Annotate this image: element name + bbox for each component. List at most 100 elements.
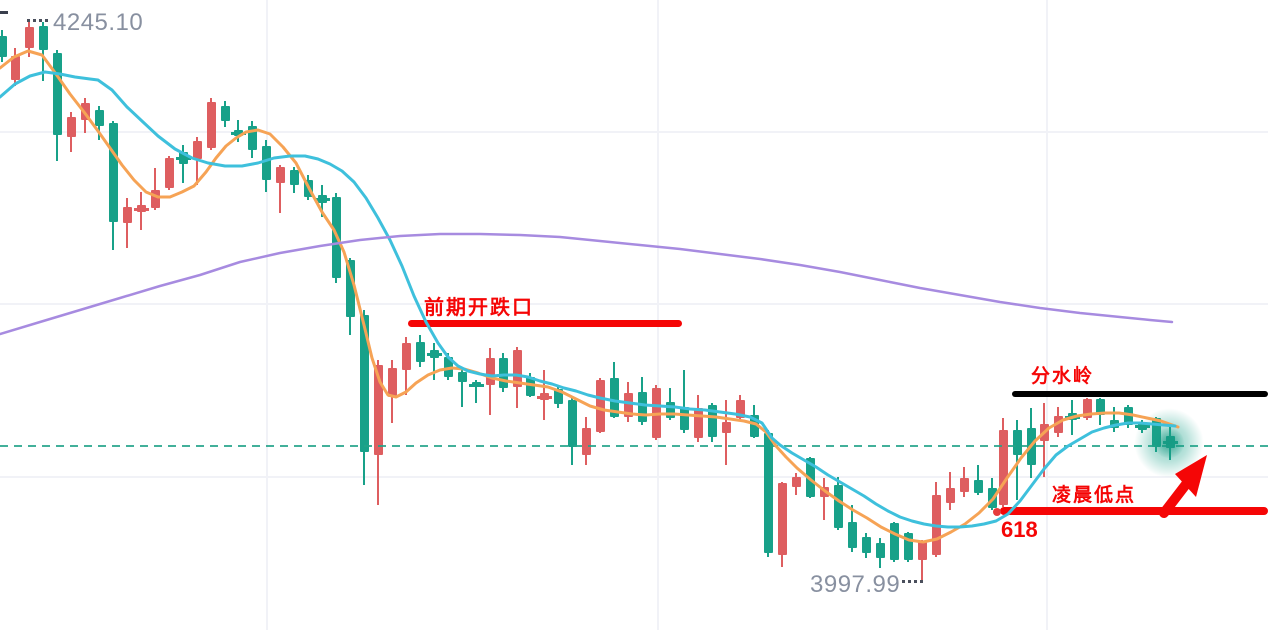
candle-body [750,415,759,437]
low-dotted-leader [902,580,923,583]
candle-wick [683,370,685,433]
candle-body [123,207,132,223]
candle-body [193,141,202,159]
candle-body [764,433,773,553]
candle-body [499,358,508,388]
candle-body [974,480,983,493]
candle-body [248,126,257,150]
candle-body [53,53,62,135]
candle-body [596,380,605,432]
candle-wick [279,165,281,213]
vertical-gridline [1046,0,1048,630]
candle-wick [475,380,477,403]
candle-body [568,400,577,447]
candle-body [1124,407,1133,425]
candle-body [890,523,899,560]
doji-arms [176,157,191,160]
candle-body [708,405,717,437]
candle-body [610,378,619,417]
gap-annotation-label: 前期开跌口 [424,297,534,319]
candle-body [151,190,160,208]
candle-wick [1016,420,1018,500]
candle-body [416,342,425,362]
candle-body [11,56,20,80]
doji-arms [315,198,330,201]
candle-body [834,485,843,528]
candle-body [526,377,535,396]
doji-arms [231,132,246,135]
candle-body [276,167,285,183]
candle-body [388,368,397,397]
candle-wick [433,343,435,380]
signal-dot [993,508,1001,516]
candle-body [624,393,633,417]
candle-body [67,117,76,137]
candle-body [680,407,689,430]
candle-body [666,402,675,418]
doji-arms [537,396,552,399]
candle-body [360,315,369,452]
candle-body [1013,430,1022,455]
candle-body [486,358,495,385]
candle-body [722,422,731,433]
candle-body [1083,399,1092,418]
candle-body [778,483,787,555]
candle-body [736,400,745,418]
doji-arms [469,384,484,387]
vertical-gridline [266,0,268,630]
candle-body [165,158,174,188]
candle-body [694,408,703,438]
candle-body [207,102,216,148]
candle-body [109,123,118,222]
doji-arms [134,208,149,211]
candle-body [806,458,815,497]
candle-body [946,488,955,503]
high-dotted-leader [27,19,50,22]
dawn-low-annotation-label: 凌晨低点 [1052,485,1137,506]
candle-body [960,478,969,492]
candle-body [346,260,355,317]
candle-body [638,392,647,422]
ma-fast-line [0,49,1180,544]
candle-body [0,36,7,57]
candle-body [374,365,383,455]
candle-body [1096,399,1105,415]
candle-body [221,106,230,121]
candle-body [290,170,299,185]
high-price-label: 4245.10 [53,9,144,36]
highlight-glow-core [1154,428,1184,458]
current-price-dashed-line [0,445,1268,447]
candle-body [95,110,104,126]
candle-body [25,27,34,48]
candle-body [918,542,927,560]
candle-wick [126,198,128,248]
ma-slow-line [0,232,1174,336]
doji-arms [427,353,442,356]
dawn-low-line [1000,507,1268,515]
candle-body [402,343,411,370]
horizontal-gridline [0,303,1268,305]
candle-body [444,357,453,377]
candle-body [876,543,885,558]
edge-price-tick [0,11,8,14]
candle-wick [823,478,825,520]
candle-wick [154,168,156,210]
horizontal-gridline [0,131,1268,133]
watershed-line [1012,391,1268,397]
watershed-annotation-label: 分水岭 [1031,366,1095,387]
candle-body [458,372,467,382]
candle-body [39,26,48,50]
ma-mid-line [0,70,1177,529]
candle-wick [182,145,184,183]
candle-body [1054,416,1063,433]
horizontal-gridline [0,476,1268,478]
candle-body [554,389,563,404]
candle-body [904,533,913,560]
up-arrow [1159,455,1207,518]
candle-body [262,146,271,180]
fib-618-label: 618 [1001,517,1038,542]
candle-wick [42,22,44,81]
candle-wick [1113,407,1115,432]
